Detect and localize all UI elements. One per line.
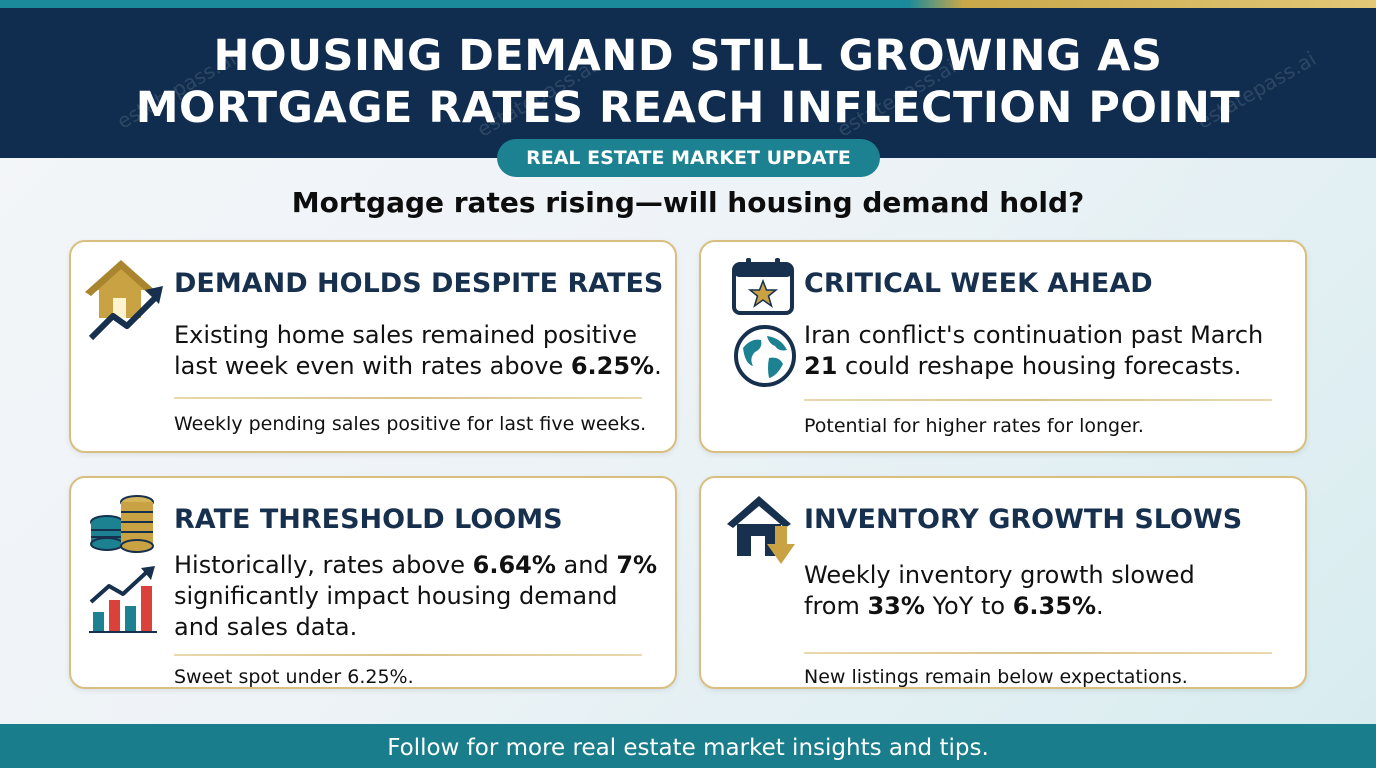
card-footnote: New listings remain below expectations. [804,666,1188,688]
card-title: RATE THRESHOLD LOOMS [174,504,563,535]
card-inventory-growth: INVENTORY GROWTH SLOWS Weekly inventory … [699,476,1307,689]
body-highlight: 7% [616,551,658,579]
card-footnote: Weekly pending sales positive for last f… [174,413,647,435]
card-title: DEMAND HOLDS DESPITE RATES [174,268,664,299]
section-tag: REAL ESTATE MARKET UPDATE [497,139,880,177]
card-body: Existing home sales remained positive la… [174,320,664,382]
card-divider [804,652,1272,654]
card-critical-week: CRITICAL WEEK AHEAD Iran conflict's cont… [699,240,1307,453]
body-text: Weekly inventory growth slowed from [804,561,1195,620]
body-highlight: 33% [867,592,925,620]
calendar-star-icon [732,258,794,315]
body-text: significantly impact housing demand and … [174,582,618,641]
body-highlight: 6.35% [1012,592,1096,620]
card-title: INVENTORY GROWTH SLOWS [804,504,1243,535]
card-body: Weekly inventory growth slowed from 33% … [804,560,1224,622]
body-text: and [555,551,617,579]
card-title: CRITICAL WEEK AHEAD [804,268,1153,299]
coin-stacks-icon [90,495,154,553]
card-divider [804,399,1272,401]
title-line-2: MORTGAGE RATES REACH INFLECTION POINT [135,83,1241,133]
body-text: . [1096,592,1104,620]
subtitle: Mortgage rates rising—will housing deman… [291,186,1085,219]
body-text: Historically, rates above [174,551,473,579]
card-divider [174,654,642,656]
card-divider [174,397,642,399]
header-banner: estatepass.ai estatepass.ai estatepass.a… [0,8,1376,158]
globe-icon [734,325,796,387]
card-footnote: Potential for higher rates for longer. [804,415,1144,437]
body-text: Iran conflict's continuation past March [804,321,1264,349]
body-highlight: 21 [804,352,838,380]
body-text: could reshape housing forecasts. [837,352,1242,380]
card-footnote: Sweet spot under 6.25%. [174,666,414,688]
body-highlight: 6.25% [570,352,655,380]
bar-chart-growth-icon [89,566,157,633]
house-growth-arrow-icon [85,260,163,341]
top-accent-strip [0,0,1376,8]
body-text: . [654,352,662,380]
body-text: YoY to [924,592,1013,620]
body-text: Existing home sales remained positive la… [174,321,637,380]
card-body: Iran conflict's continuation past March … [804,320,1294,382]
title-line-1: HOUSING DEMAND STILL GROWING AS [213,31,1163,81]
card-body: Historically, rates above 6.64% and 7% s… [174,550,664,643]
card-demand-holds: DEMAND HOLDS DESPITE RATES Existing home… [69,240,677,453]
footer-banner: Follow for more real estate market insig… [0,724,1376,768]
card-rate-threshold: RATE THRESHOLD LOOMS Historically, rates… [69,476,677,689]
house-down-arrow-icon [727,496,795,564]
page-title: HOUSING DEMAND STILL GROWING AS MORTGAGE… [0,30,1376,134]
body-highlight: 6.64% [472,551,556,579]
